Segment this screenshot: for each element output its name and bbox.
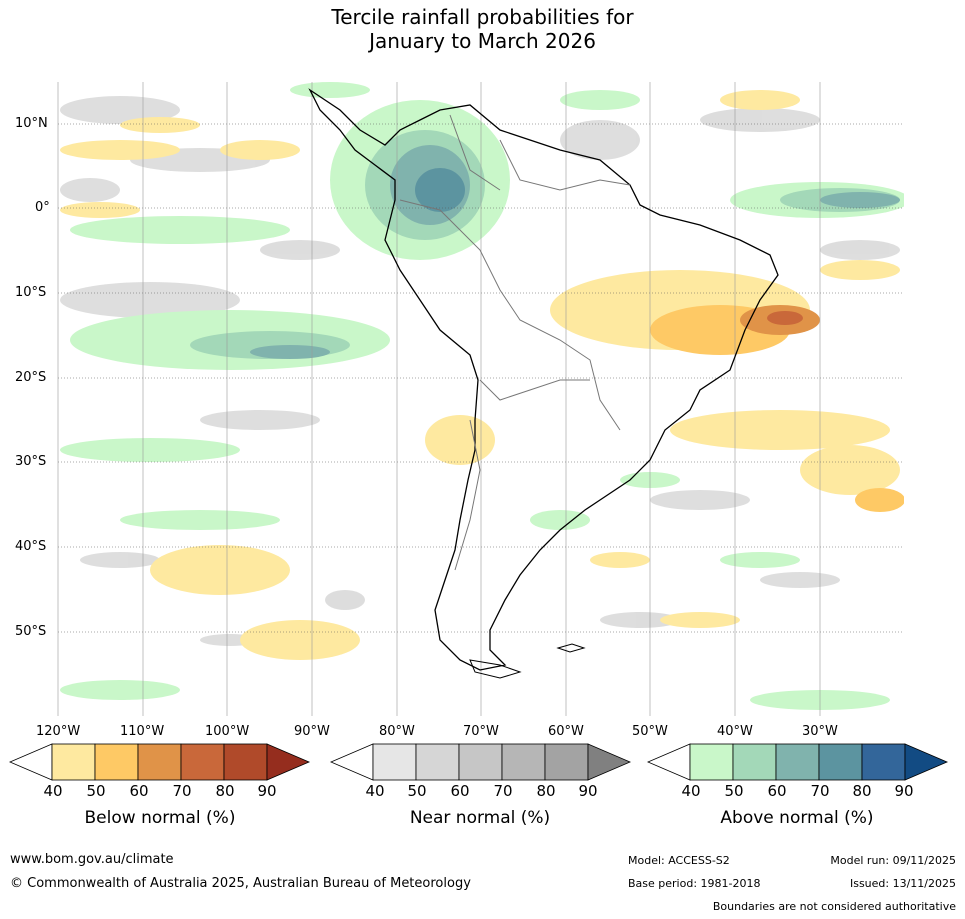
colorbar-low-triangle bbox=[329, 743, 374, 781]
cbar1-tick: 70 bbox=[493, 782, 513, 800]
lon-label: 40°W bbox=[717, 724, 753, 739]
lat-label: 40°S bbox=[15, 539, 47, 554]
colorbar-segment bbox=[415, 743, 460, 781]
title-line-2: January to March 2026 bbox=[369, 29, 596, 53]
tierra-del-fuego bbox=[469, 659, 522, 679]
title-line-1: Tercile rainfall probabilities for bbox=[331, 5, 634, 29]
above-normal-label: Above normal (%) bbox=[720, 808, 874, 828]
lat-label: 10°S bbox=[15, 285, 47, 300]
colorbar-segment bbox=[180, 743, 225, 781]
near-normal-label: Near normal (%) bbox=[409, 808, 551, 828]
colorbar-high-triangle bbox=[266, 743, 311, 781]
colorbar-segment bbox=[137, 743, 182, 781]
map-title: Tercile rainfall probabilities for Janua… bbox=[0, 5, 965, 53]
falkland-islands bbox=[556, 643, 586, 653]
cbar1-tick: 80 bbox=[536, 782, 556, 800]
colorbar-segment bbox=[458, 743, 503, 781]
lon-label: 60°W bbox=[548, 724, 584, 739]
footer-url[interactable]: www.bom.gov.au/climate bbox=[10, 852, 174, 867]
lat-label: 0° bbox=[35, 200, 50, 215]
lat-label: 20°S bbox=[15, 370, 47, 385]
colorbar-low-triangle bbox=[646, 743, 691, 781]
colorbar-segment bbox=[861, 743, 906, 781]
colorbar-above-normal bbox=[646, 743, 949, 781]
footer-disclaimer: Boundaries are not considered authoritat… bbox=[712, 900, 956, 913]
cbar2-tick: 40 bbox=[681, 782, 701, 800]
lat-label: 50°S bbox=[15, 624, 47, 639]
lon-label: 90°W bbox=[294, 724, 330, 739]
colorbar-segment bbox=[689, 743, 734, 781]
footer-model-run: Model run: 09/11/2025 bbox=[830, 854, 956, 867]
colorbar-segment bbox=[51, 743, 96, 781]
cbar1-tick: 50 bbox=[407, 782, 427, 800]
lon-label: 30°W bbox=[802, 724, 838, 739]
colorbar-segment bbox=[775, 743, 820, 781]
footer-model: Model: ACCESS-S2 bbox=[628, 854, 730, 867]
colorbar-segment bbox=[372, 743, 417, 781]
south-america-coastline bbox=[308, 88, 779, 671]
cbar0-tick: 60 bbox=[129, 782, 149, 800]
colorbar-high-triangle bbox=[587, 743, 632, 781]
colorbars bbox=[8, 743, 949, 781]
cbar0-tick: 80 bbox=[215, 782, 235, 800]
lon-label: 80°W bbox=[379, 724, 415, 739]
lon-label: 120°W bbox=[36, 724, 81, 739]
cbar0-tick: 70 bbox=[172, 782, 192, 800]
colorbar-segment bbox=[94, 743, 139, 781]
footer-copyright: © Commonwealth of Australia 2025, Austra… bbox=[10, 876, 471, 891]
cbar2-tick: 90 bbox=[894, 782, 914, 800]
colorbar-segment bbox=[501, 743, 546, 781]
colorbar-high-triangle bbox=[904, 743, 949, 781]
colorbar-low-triangle bbox=[8, 743, 53, 781]
below-normal-areas bbox=[60, 90, 904, 660]
cbar2-tick: 70 bbox=[810, 782, 830, 800]
lat-label: 30°S bbox=[15, 454, 47, 469]
meridians bbox=[57, 82, 821, 716]
colorbar-segment bbox=[223, 743, 268, 781]
footer-issued: Issued: 13/11/2025 bbox=[849, 877, 956, 890]
colorbar-segment bbox=[818, 743, 863, 781]
colorbar-near-normal bbox=[329, 743, 632, 781]
below-normal-label: Below normal (%) bbox=[84, 808, 236, 828]
colorbar-below-normal bbox=[8, 743, 311, 781]
cbar1-tick: 90 bbox=[578, 782, 598, 800]
lon-label: 100°W bbox=[205, 724, 250, 739]
country-borders bbox=[399, 114, 631, 571]
lon-label: 110°W bbox=[120, 724, 165, 739]
cbar2-tick: 60 bbox=[767, 782, 787, 800]
colorbar-segment bbox=[732, 743, 777, 781]
lat-label: 10°N bbox=[15, 116, 48, 131]
cbar0-tick: 40 bbox=[43, 782, 63, 800]
footer-base-period: Base period: 1981-2018 bbox=[628, 877, 761, 890]
lon-label: 70°W bbox=[463, 724, 499, 739]
probability-field bbox=[60, 82, 904, 710]
cbar0-tick: 50 bbox=[86, 782, 106, 800]
lon-label: 50°W bbox=[632, 724, 668, 739]
cbar2-tick: 80 bbox=[852, 782, 872, 800]
colorbar-segment bbox=[544, 743, 589, 781]
cbar0-tick: 90 bbox=[257, 782, 277, 800]
cbar1-tick: 40 bbox=[365, 782, 385, 800]
cbar1-tick: 60 bbox=[450, 782, 470, 800]
cbar2-tick: 50 bbox=[724, 782, 744, 800]
